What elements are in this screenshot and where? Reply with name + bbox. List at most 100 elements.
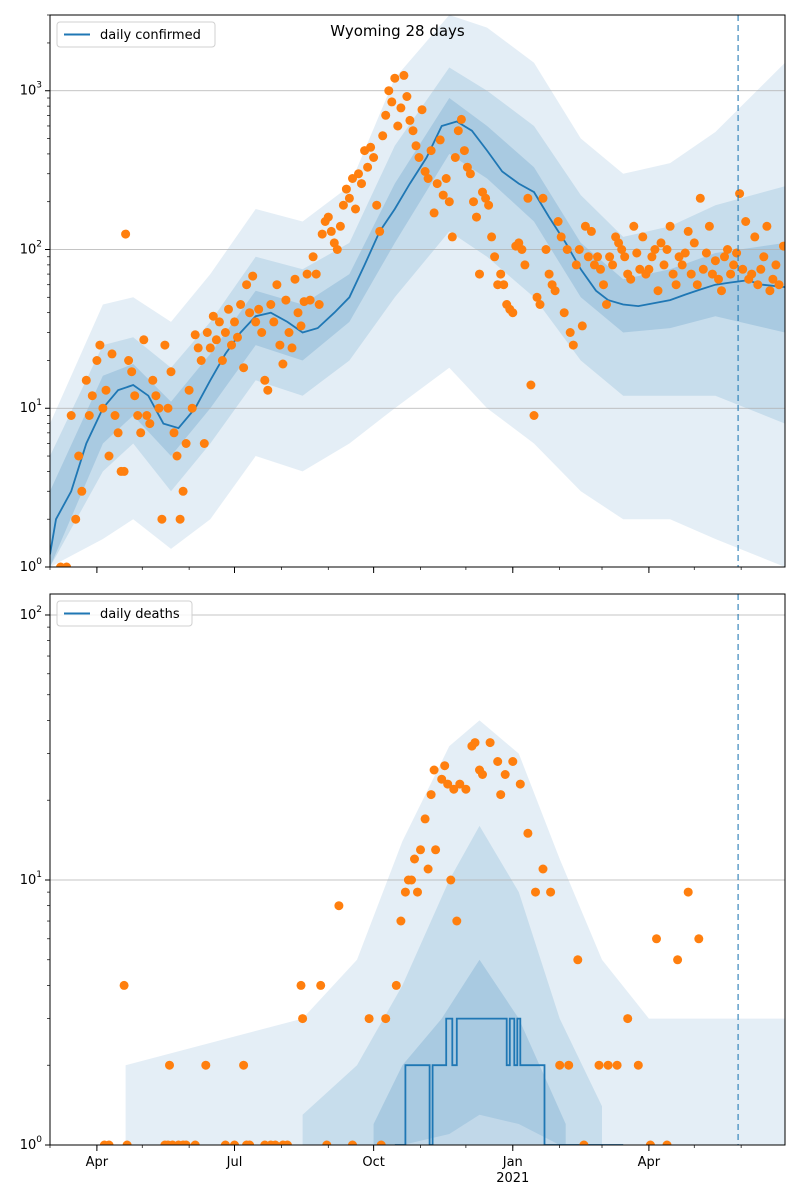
legend-box [56, 600, 193, 627]
x-tick-label: Oct [362, 1155, 384, 1170]
observed-point [413, 887, 422, 897]
x-tick-year-label: 2021 [496, 1171, 529, 1186]
observed-point [351, 204, 360, 214]
observed-point [443, 779, 453, 789]
observed-point [487, 232, 497, 242]
observed-point [449, 784, 459, 794]
observed-point [408, 126, 418, 136]
observed-point [239, 363, 249, 373]
observed-point [499, 280, 509, 290]
observed-point [538, 193, 548, 203]
observed-point [391, 980, 401, 990]
observed-point [269, 317, 279, 327]
observed-point [77, 486, 87, 496]
observed-point [420, 814, 430, 824]
observed-point [130, 391, 140, 401]
observed-point [459, 146, 469, 156]
observed-point [163, 403, 173, 413]
observed-point [526, 380, 536, 390]
observed-point [432, 179, 442, 189]
observed-point [98, 403, 108, 413]
observed-point [287, 343, 297, 353]
observed-point [456, 114, 466, 124]
observed-point [376, 1140, 386, 1145]
y-tick-label: 100 [20, 557, 43, 575]
legend-label: daily deaths [100, 607, 180, 622]
observed-point [211, 335, 221, 345]
observed-point [245, 308, 255, 318]
observed-point [759, 252, 769, 262]
observed-point [671, 280, 681, 290]
observed-point [384, 86, 394, 96]
observed-point [407, 875, 416, 885]
observed-point [431, 845, 441, 855]
observed-point [364, 1014, 374, 1024]
observed-point [187, 403, 197, 413]
observed-point [87, 391, 97, 401]
observed-point [165, 1060, 174, 1070]
observed-point [580, 221, 590, 231]
observed-point [612, 1060, 622, 1070]
observed-point [626, 274, 636, 284]
observed-point [656, 238, 666, 248]
observed-point [714, 274, 723, 284]
legend-label: daily confirmed [100, 28, 201, 43]
observed-point [686, 269, 696, 279]
observed-point [577, 321, 587, 331]
observed-point [363, 162, 373, 172]
observed-point [515, 779, 525, 789]
observed-point [121, 229, 131, 239]
observed-point [753, 280, 763, 290]
observed-point [573, 955, 583, 965]
observed-point [405, 115, 415, 125]
observed-point [372, 200, 382, 210]
observed-point [230, 317, 239, 327]
observed-point [485, 738, 495, 748]
observed-point [741, 217, 751, 226]
observed-point [490, 252, 500, 262]
observed-point [400, 887, 410, 897]
observed-point [694, 934, 704, 944]
model-line [394, 1017, 624, 1145]
observed-point [665, 221, 675, 231]
observed-point [461, 784, 471, 794]
observed-point [270, 1140, 280, 1145]
uncertainty-band [50, 15, 785, 567]
observed-point [647, 252, 657, 262]
observed-point [251, 317, 261, 327]
observed-point [378, 131, 388, 141]
observed-point [416, 845, 425, 855]
observed-point [538, 864, 548, 874]
observed-point [496, 269, 506, 279]
observed-point [698, 264, 708, 274]
observed-point [369, 153, 379, 162]
observed-point [683, 887, 693, 897]
observed-point [139, 335, 149, 345]
observed-point [555, 1060, 565, 1070]
observed-point [470, 738, 480, 748]
observed-point [553, 217, 563, 226]
observed-point [181, 1140, 191, 1145]
observed-point [668, 269, 678, 279]
observed-point [124, 356, 134, 365]
observed-point [71, 514, 81, 524]
observed-point [278, 359, 288, 369]
observed-point [151, 391, 161, 401]
y-tick-label: 102 [20, 239, 42, 257]
observed-point [326, 226, 336, 236]
observed-point [605, 252, 615, 262]
observed-point [81, 375, 91, 385]
observed-point [317, 229, 327, 239]
x-tick-label: Apr [86, 1155, 109, 1170]
observed-point [245, 1140, 255, 1145]
observed-point [481, 193, 491, 203]
observed-point [478, 770, 487, 779]
observed-point [119, 980, 129, 990]
observed-point [469, 197, 478, 207]
observed-point [620, 252, 630, 262]
uncertainty-band [50, 98, 785, 567]
observed-point [410, 854, 419, 864]
observed-point [653, 286, 663, 296]
observed-point [608, 260, 618, 270]
